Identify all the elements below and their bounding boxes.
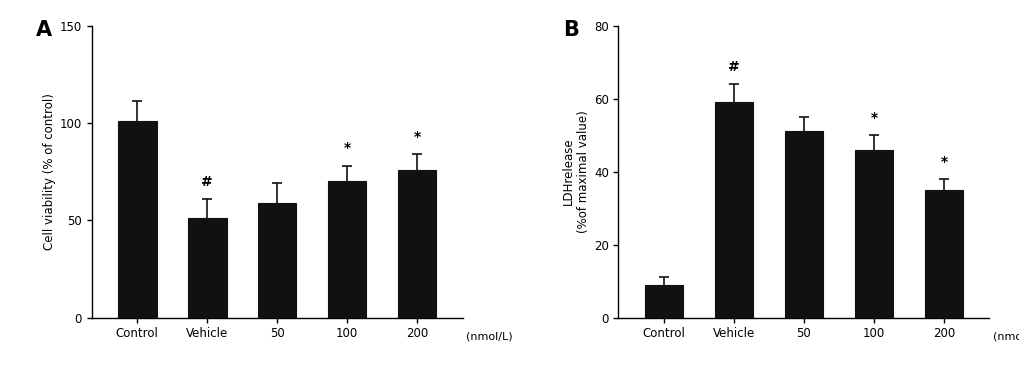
Bar (258, 203, 297, 318)
Bar (328, 181, 366, 318)
Bar (397, 170, 436, 318)
Text: B: B (562, 20, 578, 40)
Text: *: * (940, 155, 947, 169)
Text: A: A (36, 20, 52, 40)
Bar (714, 102, 752, 318)
Bar (784, 131, 822, 318)
Text: *: * (343, 142, 351, 155)
Bar (924, 190, 962, 318)
Bar (644, 285, 683, 318)
Text: *: * (414, 130, 421, 144)
Text: #: # (728, 60, 739, 74)
Bar (854, 150, 893, 318)
Text: *: * (869, 111, 876, 125)
Y-axis label: Cell viability (% of control): Cell viability (% of control) (43, 93, 56, 250)
Text: #: # (201, 174, 213, 189)
Text: (nmol/L): (nmol/L) (466, 331, 513, 342)
Y-axis label: LDHrelease
(%of maximal value): LDHrelease (%of maximal value) (561, 110, 589, 233)
Bar (118, 121, 156, 318)
Bar (187, 218, 226, 318)
Text: (nmol/L): (nmol/L) (993, 331, 1019, 342)
